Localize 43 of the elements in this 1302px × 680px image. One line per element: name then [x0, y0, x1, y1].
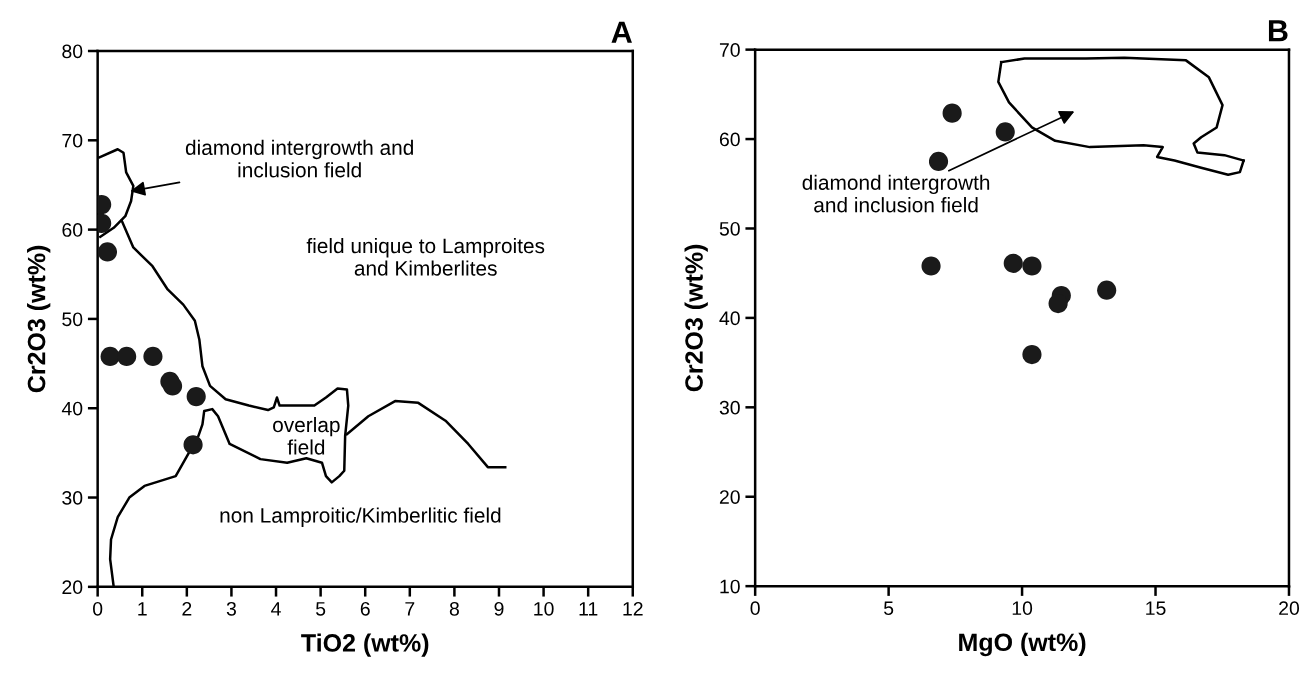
annotation: non Lamproitic/Kimberlitic field: [220, 507, 501, 527]
chart-title: B: [1268, 20, 1288, 42]
y-tick-label: 50: [719, 221, 740, 236]
y-axis-title: Cr2O3 (wt%): [27, 245, 51, 393]
annotation: field unique to Lamproites and Kimberlites: [306, 237, 545, 276]
x-tick-label: 6: [360, 601, 370, 616]
x-tick-label: 15: [1146, 601, 1166, 616]
y-tick-label: 70: [62, 133, 83, 148]
y-tick-label: 50: [62, 312, 83, 327]
chart-title: A: [611, 21, 632, 43]
x-tick-label: 0: [750, 601, 760, 616]
y-tick-label: 70: [719, 43, 740, 57]
y-tick-label: 40: [719, 311, 740, 326]
x-tick-label: 5: [883, 601, 894, 616]
y-tick-label: 60: [62, 223, 83, 237]
x-tick-label: 3: [226, 601, 236, 616]
y-tick-label: 80: [62, 44, 83, 59]
x-tick-label: 2: [182, 601, 192, 616]
x-tick-label: 12: [623, 601, 643, 616]
y-tick-label: 20: [62, 580, 83, 595]
x-axis-title: MgO (wt%): [959, 632, 1086, 657]
x-tick-label: 7: [405, 602, 415, 616]
annotation: diamond intergrowth and inclusion field: [802, 174, 990, 213]
x-tick-label: 11: [579, 602, 598, 616]
annotation: diamond intergrowth and inclusion field: [185, 139, 413, 178]
y-tick-label: 30: [62, 491, 83, 505]
x-tick-label: 0: [93, 601, 103, 616]
y-tick-label: 20: [719, 490, 740, 504]
x-tick-label: 20: [1279, 601, 1300, 616]
x-tick-label: 5: [315, 602, 326, 616]
y-axis-title: Cr2O3 (wt%): [684, 244, 708, 392]
x-axis-title: TiO2 (wt%): [301, 633, 429, 657]
x-tick-label: 10: [1012, 601, 1033, 616]
y-tick-label: 60: [719, 132, 740, 147]
x-tick-label: 9: [494, 601, 504, 616]
x-tick-label: 10: [534, 601, 554, 616]
y-tick-label: 10: [720, 579, 740, 594]
x-tick-label: 4: [271, 602, 281, 616]
y-tick-label: 30: [719, 400, 740, 415]
y-tick-label: 40: [61, 401, 83, 416]
x-tick-label: 8: [449, 601, 459, 616]
x-tick-label: 1: [138, 602, 147, 616]
annotation: overlap field: [273, 416, 340, 455]
